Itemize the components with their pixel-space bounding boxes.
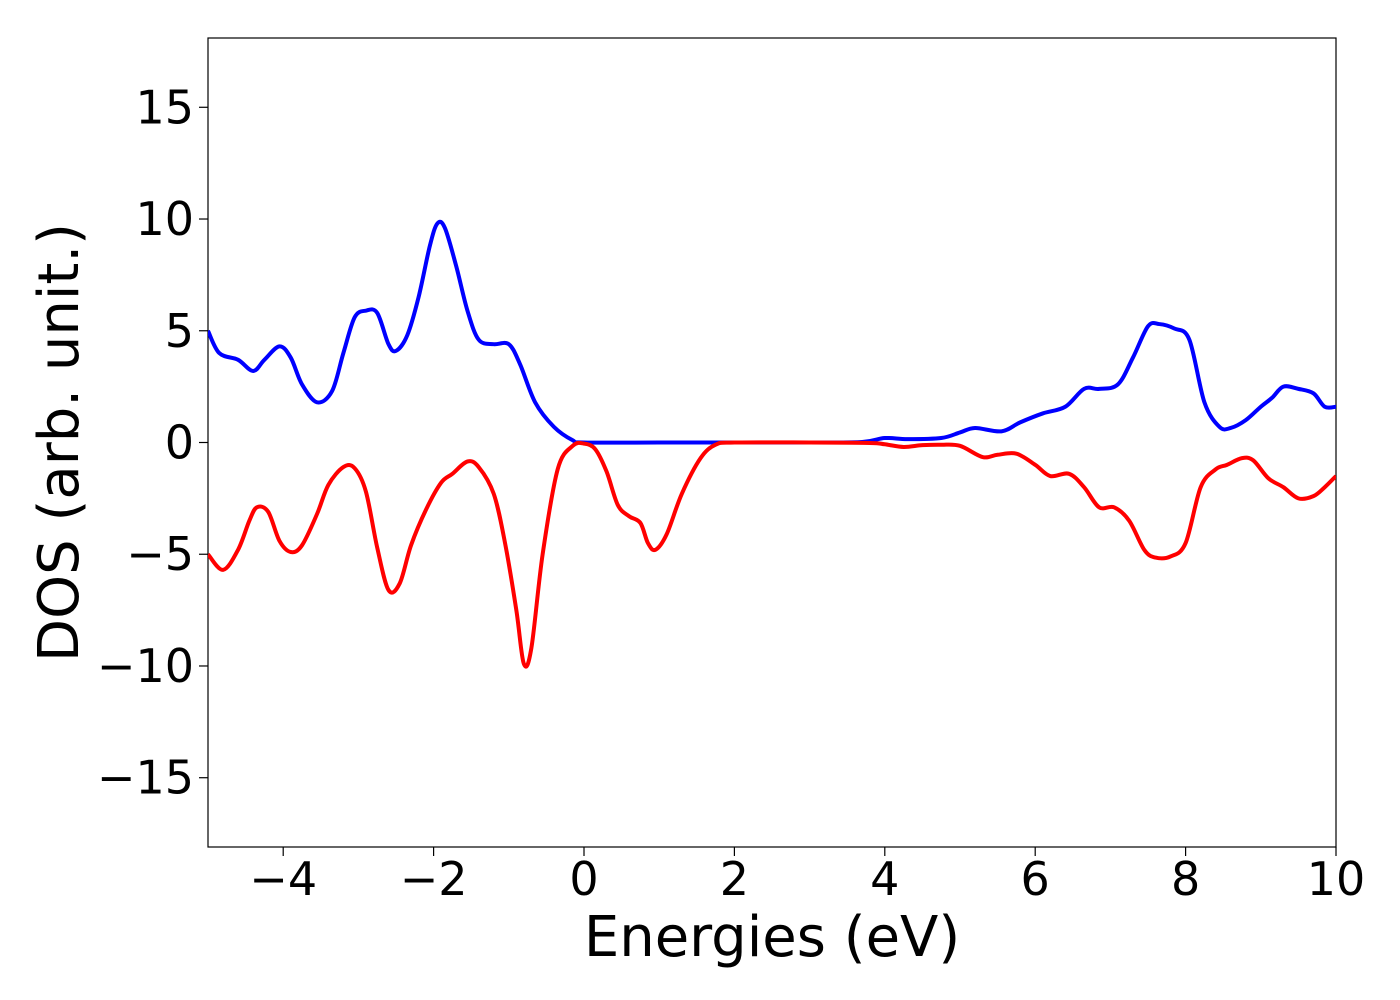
x-tick-label: 0 [569,852,598,906]
y-tick-label: 5 [165,304,194,358]
y-tick-label: −5 [126,527,194,581]
y-axis-ticks: −15 −10 −5 0 5 10 15 [97,80,208,805]
series-layer [208,219,1336,669]
y-tick-label: 0 [165,416,194,470]
series-line-2 [208,440,1336,669]
x-tick-label: 8 [1171,852,1200,906]
x-tick-label: 10 [1307,852,1366,906]
series-line-1 [208,219,1336,445]
x-tick-label: −4 [249,852,317,906]
y-tick-label: 10 [135,192,194,246]
x-tick-label: 2 [720,852,749,906]
x-tick-label: 6 [1021,852,1050,906]
x-tick-label: 4 [870,852,899,906]
plot-area: −4 −2 0 2 4 6 8 10 −15 −10 −5 0 5 10 15 [97,37,1365,906]
y-axis-label: DOS (arb. unit.) [27,223,92,662]
y-tick-label: −10 [97,639,194,693]
y-tick-label: 15 [135,80,194,134]
x-tick-label: −2 [400,852,468,906]
x-axis-label: Energies (eV) [584,905,960,970]
x-axis-ticks: −4 −2 0 2 4 6 8 10 [249,847,1365,906]
y-tick-label: −15 [97,751,194,805]
